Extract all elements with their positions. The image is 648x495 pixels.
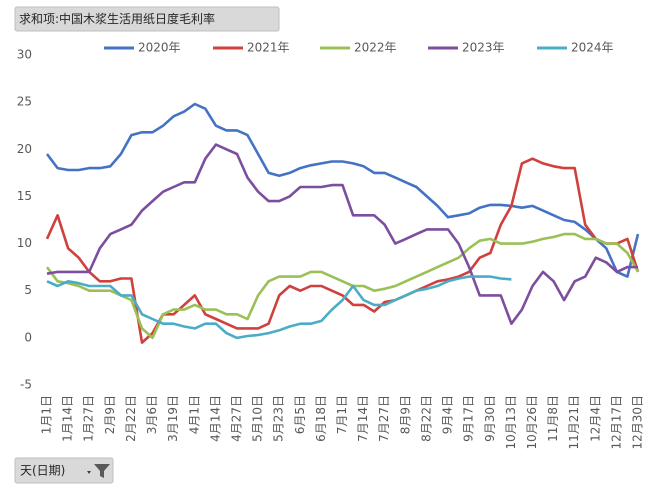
x-tick-label: 4月1日	[187, 395, 201, 434]
legend-label: 2022年	[354, 41, 397, 55]
x-tick-label: 8月9日	[398, 395, 412, 434]
x-tick-label: 9月30日	[483, 395, 497, 442]
x-tick-label: 7月1日	[335, 395, 349, 434]
x-tick-label: 4月14日	[208, 395, 222, 442]
x-tick-label: 6月18日	[314, 395, 328, 442]
x-tick-label: 5月10日	[251, 395, 265, 442]
x-tick-label: 10月13日	[504, 395, 518, 450]
filter-icon	[94, 464, 110, 478]
y-tick-label: -5	[20, 378, 32, 392]
x-tick-label: 11月8日	[546, 395, 560, 442]
legend-label: 2020年	[138, 41, 181, 55]
y-tick-label: 30	[17, 48, 32, 62]
series-line	[46, 275, 512, 340]
x-tick-label: 11月21日	[567, 395, 581, 450]
x-tick-label: 6月5日	[293, 395, 307, 434]
x-tick-label: 1月27日	[82, 395, 96, 442]
x-tick-label: 7月14日	[356, 395, 370, 442]
x-tick-label: 1月14日	[61, 395, 75, 442]
x-tick-label: 1月1日	[40, 395, 54, 434]
dropdown-arrow	[87, 471, 91, 474]
legend-label: 2024年	[571, 41, 614, 55]
x-tick-label: 3月19日	[166, 395, 180, 442]
series-line	[46, 143, 638, 325]
x-tick-label: 9月4日	[441, 395, 455, 434]
series-line	[45, 157, 640, 344]
x-tick-label: 9月17日	[462, 395, 476, 442]
x-tick-label: 12月4日	[588, 395, 602, 442]
y-tick-label: 0	[24, 330, 32, 344]
x-tick-label: 8月22日	[419, 395, 433, 442]
x-tick-label: 4月27日	[229, 395, 243, 442]
x-tick-label: 7月27日	[377, 395, 391, 442]
x-tick-label: 10月26日	[525, 395, 539, 450]
legend-label: 2023年	[462, 41, 505, 55]
y-tick-label: 10	[17, 236, 32, 250]
x-tick-label: 5月23日	[272, 395, 286, 442]
x-tick-label: 3月6日	[145, 395, 159, 434]
axis-field-button[interactable]	[14, 457, 114, 484]
y-tick-label: 20	[17, 142, 32, 156]
value-field-button[interactable]	[14, 6, 280, 32]
series-line	[45, 102, 640, 278]
legend-label: 2021年	[247, 41, 290, 55]
x-tick-label: 2月22日	[124, 395, 138, 442]
x-tick-label: 12月30日	[631, 395, 645, 450]
y-tick-label: 25	[17, 95, 32, 109]
x-tick-label: 12月17日	[609, 395, 623, 450]
axis-field-label: 天(日期)	[20, 464, 65, 478]
value-field-label: 求和项:中国木浆生活用纸日度毛利率	[19, 11, 215, 26]
x-tick-label: 2月9日	[103, 395, 117, 434]
series-line	[45, 232, 640, 340]
y-tick-label: 15	[17, 189, 32, 203]
y-tick-label: 5	[24, 283, 32, 297]
